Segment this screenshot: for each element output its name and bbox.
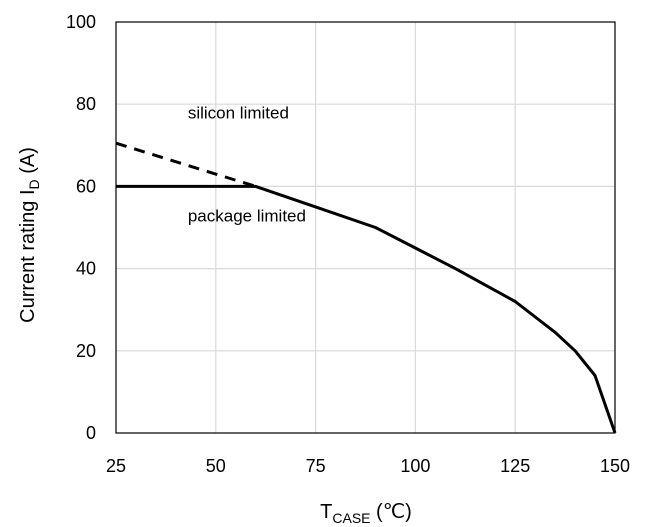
x-tick-label: 25 xyxy=(106,456,126,476)
annotations: silicon limited package limited xyxy=(188,104,306,226)
plot-area-border xyxy=(115,21,616,434)
tick-labels: 25 50 75 100 125 150 0 20 40 60 80 100 xyxy=(66,12,630,476)
grid xyxy=(116,22,615,433)
y-axis-label: Current rating ID (A) xyxy=(17,147,42,323)
x-axis-label: TCASE (℃) xyxy=(320,501,412,526)
x-axis-label-unit: (℃) xyxy=(371,501,412,523)
y-tick-label: 20 xyxy=(76,341,96,361)
y-axis-label-sub: D xyxy=(26,179,42,189)
x-tick-label: 100 xyxy=(400,456,430,476)
x-tick-label: 75 xyxy=(306,456,326,476)
x-tick-label: 150 xyxy=(600,456,630,476)
y-tick-label: 80 xyxy=(76,94,96,114)
current-rating-curve xyxy=(116,184,617,434)
package-limited-label: package limited xyxy=(188,206,306,225)
silicon-limited-label: silicon limited xyxy=(188,104,289,123)
series-group xyxy=(115,141,617,434)
x-tick-label: 125 xyxy=(500,456,530,476)
y-axis-label-unit: (A) xyxy=(17,147,39,179)
silicon-limit-dashed-line xyxy=(115,141,257,188)
y-tick-label: 0 xyxy=(86,423,96,443)
x-tick-label: 50 xyxy=(206,456,226,476)
y-tick-label: 40 xyxy=(76,259,96,279)
x-axis-label-sub: CASE xyxy=(332,510,370,526)
x-axis-label-main: T xyxy=(320,501,332,523)
y-tick-label: 100 xyxy=(66,12,96,32)
y-tick-label: 60 xyxy=(76,176,96,196)
y-axis-label-main: Current rating I xyxy=(17,189,39,322)
